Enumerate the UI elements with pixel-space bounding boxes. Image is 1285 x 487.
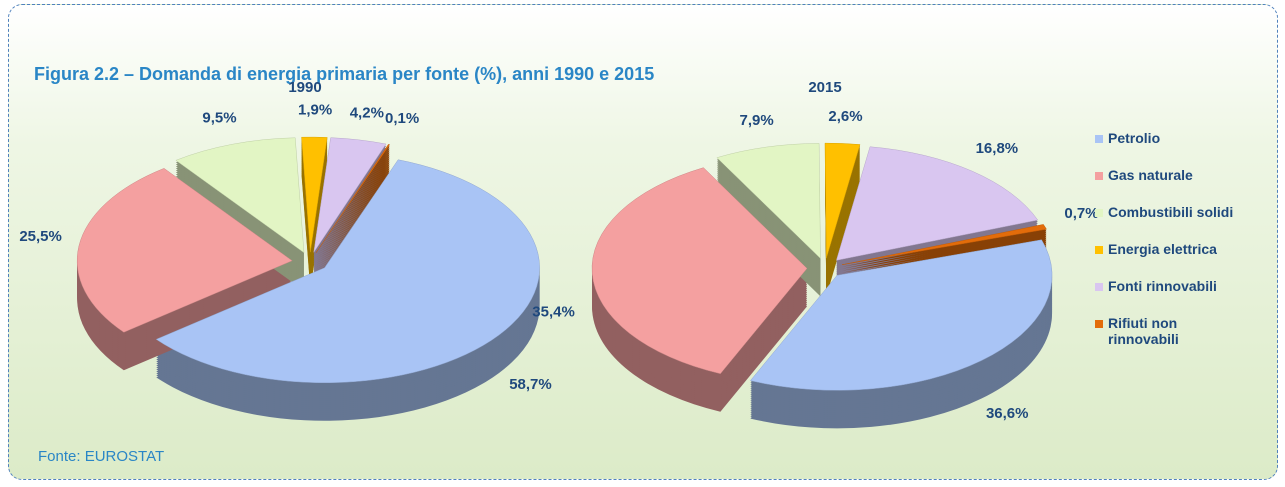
slice-side	[316, 168, 390, 277]
slice-side	[316, 158, 390, 267]
data-label: 0,7%	[1064, 205, 1098, 222]
slice	[841, 224, 1047, 265]
legend-swatch	[1095, 135, 1103, 143]
legend-label: Energia elettrica	[1108, 241, 1217, 257]
slice	[301, 136, 328, 253]
data-label: 4,2%	[350, 105, 384, 122]
data-label: 2,6%	[828, 108, 862, 125]
slice-side	[316, 170, 390, 279]
legend-swatch	[1095, 320, 1103, 328]
slice-side	[316, 164, 390, 273]
legend-item: Energia elettrica	[1095, 241, 1280, 278]
slice	[836, 146, 1039, 261]
source: Fonte: EUROSTAT	[38, 448, 165, 465]
slice-side	[316, 150, 390, 259]
slice-side	[316, 154, 390, 263]
chart-title: 1990	[288, 79, 321, 96]
legend-label: Fonti rinnovabili	[1108, 278, 1217, 294]
slice	[155, 159, 540, 384]
slice	[175, 137, 305, 254]
slice-side	[316, 156, 390, 265]
title: Figura 2.2 – Domanda di energia primaria…	[34, 64, 655, 84]
data-label: 9,5%	[202, 110, 236, 127]
slice-side	[316, 162, 390, 271]
slice-side	[316, 152, 390, 261]
legend: Petrolio Gas naturale Combustibili solidi E…	[1095, 130, 1280, 352]
slice	[76, 168, 293, 333]
slice-side	[316, 160, 390, 269]
data-label: 1,9%	[298, 101, 332, 118]
legend-label: Gas naturale	[1108, 167, 1193, 183]
slice	[591, 167, 808, 374]
slice	[716, 143, 821, 260]
legend-item: Fonti rinnovabili	[1095, 278, 1280, 315]
slice	[313, 137, 387, 253]
slice-tops	[76, 136, 540, 384]
legend-swatch	[1095, 246, 1103, 254]
data-label: 35,4%	[532, 303, 575, 320]
slice-tops	[591, 142, 1053, 391]
legend-swatch	[1095, 172, 1103, 180]
slice-side	[316, 148, 390, 257]
slice-side	[316, 166, 390, 275]
legend-swatch	[1095, 283, 1103, 291]
legend-swatch	[1095, 209, 1103, 217]
slice	[749, 239, 1053, 391]
legend-item: Gas naturale	[1095, 167, 1280, 204]
slice	[315, 144, 391, 253]
legend-label: Petrolio	[1108, 130, 1161, 146]
legend-item: Combustibili solidi	[1095, 204, 1280, 241]
legend-item: Rifiuti non rinnovabili	[1095, 315, 1280, 352]
slice-side	[316, 146, 390, 255]
legend-label: Rifiuti non rinnovabili	[1108, 315, 1179, 347]
data-label: 25,5%	[19, 228, 62, 245]
data-label: 7,9%	[740, 112, 774, 129]
data-label: 36,6%	[986, 405, 1029, 422]
chart-title: 2015	[808, 79, 841, 96]
legend-item: Petrolio	[1095, 130, 1280, 167]
data-label: 0,1%	[385, 110, 419, 127]
data-label: 16,8%	[976, 140, 1019, 157]
data-label: 58,7%	[509, 376, 552, 393]
slice	[824, 142, 861, 259]
legend-label: Combustibili solidi	[1108, 204, 1234, 220]
